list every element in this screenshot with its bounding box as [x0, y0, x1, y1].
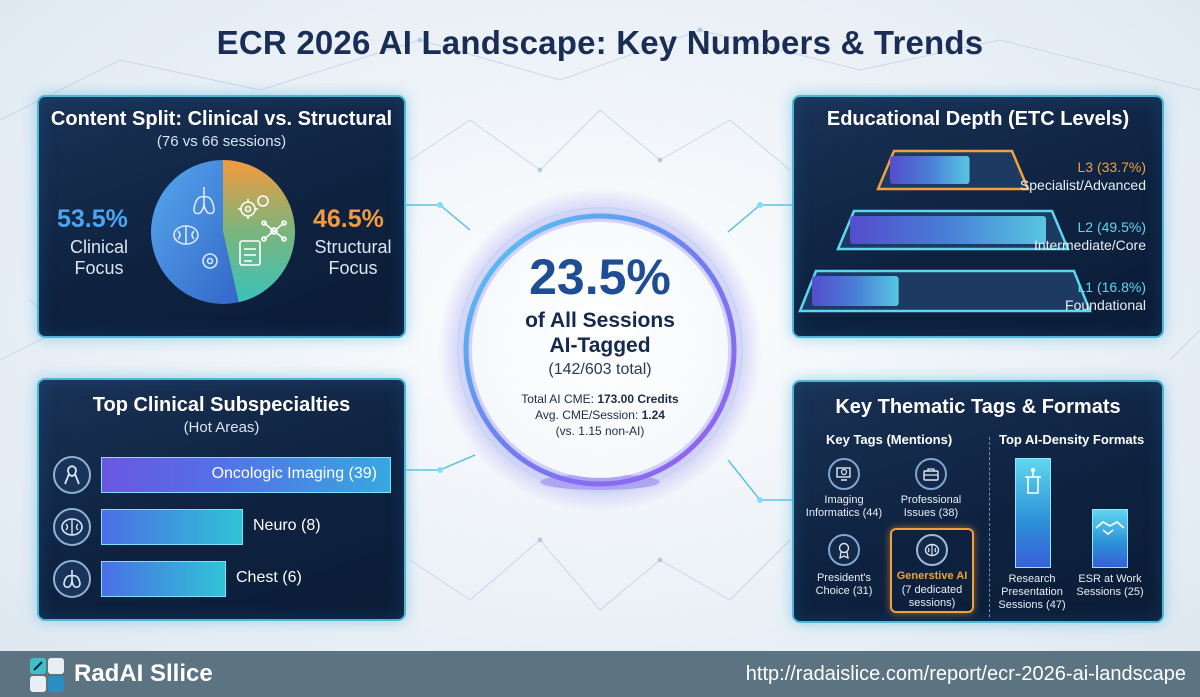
- format-label-esr-at-work: ESR at Work Sessions (25): [1076, 573, 1144, 598]
- handshake-icon: [1095, 521, 1125, 536]
- tag-label-presidents-choice: President's Choice (31): [815, 572, 873, 597]
- ai-sessions-line1: of All Sessions: [525, 309, 675, 332]
- thematic-tags-panel: Key Thematic Tags & Formats Key Tags (Me…: [792, 380, 1164, 623]
- clinical-label: Clinical Focus: [69, 237, 129, 278]
- lungs-icon: [193, 187, 215, 215]
- level-2-name: Intermediate/Core: [1033, 237, 1146, 253]
- brand-name: RadAI Sllice: [74, 660, 213, 687]
- format-bar-research: [1015, 458, 1051, 568]
- podium-icon: [1025, 468, 1041, 494]
- column-divider: [989, 437, 990, 617]
- generative-ai-title: Generstive AI: [896, 570, 968, 582]
- tag-label-imaging-informatics: Imaging Informatics (44): [805, 494, 883, 519]
- subspecialty-label-oncology: Oncologic Imaging (39): [211, 465, 377, 482]
- level-3-name: Specialist/Advanced: [1019, 177, 1146, 193]
- subspecialty-label-neuro: Neuro (8): [253, 517, 321, 534]
- generative-ai-highlight: [890, 528, 974, 613]
- level-fill-1: [812, 276, 899, 306]
- tags-heading: Key Thematic Tags & Formats: [835, 396, 1121, 418]
- etc-level-pyramid: [798, 149, 1092, 313]
- subspecialty-label-chest: Chest (6): [236, 569, 302, 586]
- subspecialty-row-oncology: Oncologic Imaging (39): [53, 454, 403, 494]
- avg-cme-comparison: (vs. 1.15 non-AI): [555, 424, 645, 438]
- clinical-percent: 53.5%: [57, 205, 128, 233]
- tag-label-professional-issues: Professional Issues (38): [900, 494, 962, 519]
- subspecialty-bar-neuro: [101, 509, 243, 545]
- tags-column-heading: Key Tags (Mentions): [826, 432, 953, 447]
- subspecialty-bar-oncology: [101, 457, 391, 493]
- brand-logo-icon: [30, 658, 64, 692]
- brain-icon: [53, 508, 91, 546]
- page-title: ECR 2026 AI Landscape: Key Numbers & Tre…: [216, 24, 984, 61]
- background-network: [0, 27, 1200, 611]
- content-split-heading: Content Split: Clinical vs. Structural: [50, 108, 393, 130]
- ribbon-icon: [53, 456, 91, 494]
- ai-sessions-count: (142/603 total): [548, 361, 652, 378]
- edu-heading: Educational Depth (ETC Levels): [826, 108, 1130, 130]
- lungs-icon: [53, 560, 91, 598]
- gears-icon: [238, 195, 269, 219]
- content-split-subheading: (76 vs 66 sessions): [156, 133, 287, 150]
- level-3-code: L3 (33.7%): [1077, 159, 1146, 175]
- structural-percent: 46.5%: [313, 205, 384, 233]
- cells-icon: [202, 253, 218, 269]
- split-pie-chart: [150, 160, 295, 304]
- level-fill-3: [890, 156, 970, 184]
- format-label-research: Research Presentation Sessions (47): [998, 573, 1066, 611]
- subspecialty-bar-chest: [101, 561, 226, 597]
- brain-icon: [173, 225, 199, 245]
- center-stat-disc: 23.5% of All Sessions AI-Tagged (142/603…: [472, 222, 728, 478]
- ai-sessions-percent: 23.5%: [529, 249, 671, 305]
- formats-column-heading: Top AI-Density Formats: [999, 432, 1145, 447]
- monitor-search-icon: [828, 458, 860, 490]
- subspecialties-panel: Top Clinical Subspecialties (Hot Areas) …: [37, 378, 406, 621]
- level-1-name: Foundational: [1065, 297, 1146, 313]
- report-url[interactable]: http://radaislice.com/report/ecr-2026-ai…: [745, 663, 1186, 685]
- pie-slice-structural: [223, 160, 295, 303]
- ai-sessions-line2: AI-Tagged: [549, 334, 651, 357]
- footer-bar: RadAI Sllice http://radaislice.com/repor…: [0, 651, 1200, 697]
- subspecialty-row-neuro: Neuro (8): [53, 506, 403, 546]
- clipboard-icon: [239, 240, 261, 266]
- educational-depth-panel: Educational Depth (ETC Levels) L3 (33.7%…: [792, 95, 1164, 338]
- medal-icon: [828, 534, 860, 566]
- format-bar-esr-at-work: [1092, 509, 1128, 568]
- content-split-panel: Content Split: Clinical vs. Structural (…: [37, 95, 406, 338]
- level-fill-2: [850, 216, 1047, 244]
- subspecialties-subheading: (Hot Areas): [183, 419, 260, 436]
- level-2-code: L2 (49.5%): [1077, 219, 1146, 235]
- total-cme: Total AI CME: 173.00 Credits: [521, 392, 679, 406]
- generative-ai-detail: (7 dedicated sessions): [901, 584, 963, 609]
- briefcase-icon: [915, 458, 947, 490]
- ai-brain-icon: [916, 534, 948, 566]
- structural-label: Structural Focus: [314, 237, 392, 278]
- subspecialty-row-chest: Chest (6): [53, 558, 403, 598]
- level-1-code: L1 (16.8%): [1077, 279, 1146, 295]
- avg-cme: Avg. CME/Session: 1.24: [535, 408, 665, 422]
- pie-slice-clinical: [150, 160, 239, 304]
- subspecialties-heading: Top Clinical Subspecialties: [92, 394, 351, 416]
- network-icon: [261, 220, 287, 242]
